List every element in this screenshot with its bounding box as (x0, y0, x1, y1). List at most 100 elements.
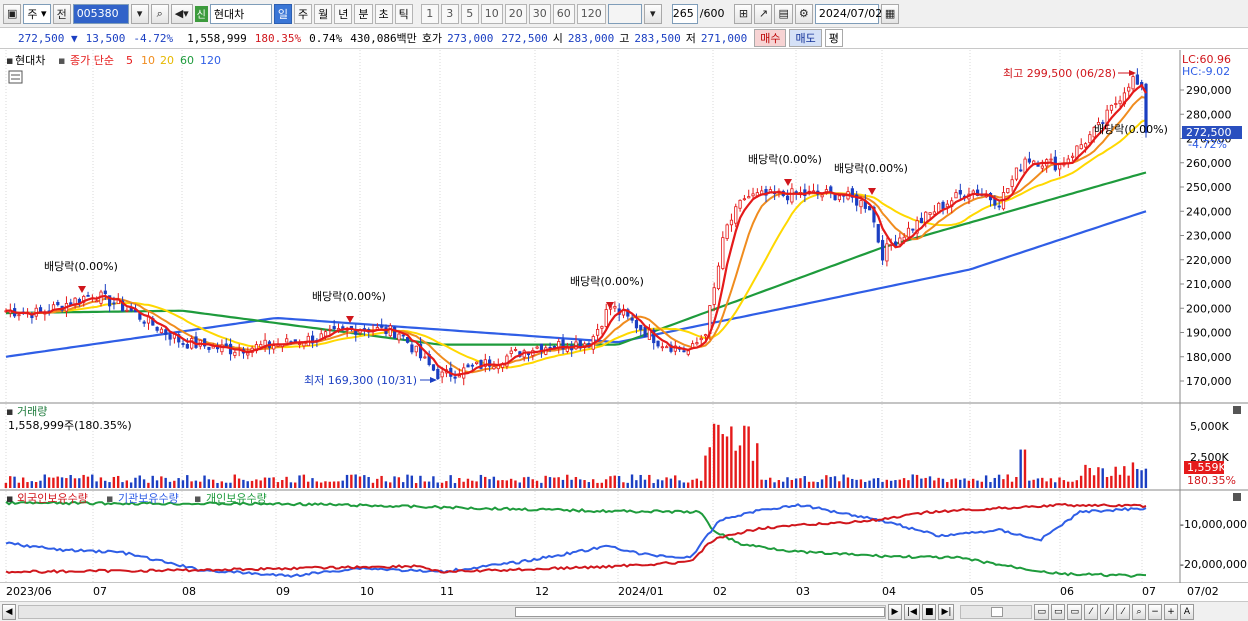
interval-5[interactable]: 5 (460, 3, 479, 24)
candle-body (405, 336, 410, 343)
zoom-thumb[interactable] (991, 606, 1004, 617)
volume-bar (937, 477, 940, 488)
volume-value: 1,558,999 (187, 31, 247, 45)
volume-bar (600, 482, 604, 488)
zoom-track[interactable] (960, 604, 1033, 619)
chart-area[interactable]: 290,000280,000270,000260,000250,000240,0… (0, 50, 1248, 601)
scroll-thumb[interactable] (515, 606, 885, 617)
volume-bar (147, 482, 150, 488)
scroll-track[interactable] (18, 604, 886, 619)
volume-panel-close-icon[interactable] (1233, 406, 1241, 414)
count-input[interactable]: 265 (671, 3, 698, 24)
period-month[interactable]: 월 (314, 3, 333, 24)
period-year[interactable]: 년 (334, 3, 353, 24)
first-icon[interactable]: |◀ (904, 603, 920, 620)
gear-icon[interactable]: ⚙ (794, 3, 813, 24)
tool-icon-6[interactable]: ⁄ (1116, 603, 1130, 620)
holdings-panel-handle[interactable]: ▪ (6, 492, 13, 505)
volume-bar (604, 479, 608, 488)
eval-button[interactable]: 평 (824, 29, 843, 47)
panel-handle-icon[interactable]: ▪ (6, 54, 13, 67)
x-tick-label: 09 (276, 585, 290, 598)
save-icon[interactable]: ▤ (774, 3, 793, 24)
scroll-right-icon[interactable]: ▶ (888, 603, 902, 620)
stop-icon[interactable]: ■ (921, 603, 937, 620)
draw-tool-icon[interactable]: ↗ (754, 3, 773, 24)
sound-icon[interactable]: ◀▾ (170, 3, 193, 24)
tool-icon-4[interactable]: ⁄ (1084, 603, 1098, 620)
interval-dropdown-icon[interactable]: ▾ (643, 3, 662, 24)
sell-button[interactable]: 매도 (789, 29, 822, 47)
tool-icon-3[interactable]: ▭ (1067, 603, 1082, 620)
tool-icon-1[interactable]: ▭ (1034, 603, 1049, 620)
magnifier-icon[interactable]: ⌕ (1132, 603, 1146, 620)
volume-bar (622, 482, 625, 488)
calendar-icon[interactable]: ▦ (880, 3, 900, 24)
period-tick[interactable]: 틱 (394, 3, 413, 24)
buy-button[interactable]: 매수 (754, 29, 787, 47)
volume-bar (1002, 479, 1005, 488)
layout-icon[interactable]: ▣ (3, 3, 22, 24)
candle-body (203, 338, 207, 347)
market-mode-select[interactable]: 주 ▾ (23, 3, 51, 24)
volume-panel-handle[interactable]: ▪ (6, 405, 13, 418)
candle-body (86, 294, 90, 297)
candle-body (492, 366, 496, 370)
interval-20[interactable]: 20 (504, 3, 527, 24)
calculator-icon[interactable] (8, 70, 23, 84)
volume-bar (466, 478, 470, 488)
volume-bar (579, 479, 582, 488)
auto-icon[interactable]: A (1180, 603, 1194, 620)
date-input[interactable]: 2024/07/02 (814, 3, 882, 24)
bottom-scroll-toolbar: ◀ ▶ |◀ ■ ▶| ▭ ▭ ▭ ⁄ ⁄ ⁄ ⌕ − + A (0, 601, 1248, 621)
volume-bar (492, 476, 496, 488)
tool-icon-5[interactable]: ⁄ (1100, 603, 1114, 620)
zoom-in-icon[interactable]: + (1164, 603, 1178, 620)
candle-body (561, 339, 565, 350)
period-week[interactable]: 주 (294, 3, 313, 24)
candle-body (423, 356, 427, 359)
prefix-button[interactable]: 전 (52, 3, 71, 24)
candle-body (665, 346, 669, 349)
search-icon[interactable]: ⌕ (150, 3, 169, 24)
x-tick-label: 2024/01 (618, 585, 664, 598)
zoom-out-icon[interactable]: − (1148, 603, 1162, 620)
stock-name-field[interactable]: 현대차 (209, 3, 272, 24)
volume-bar (859, 479, 863, 488)
stock-code-input[interactable]: 005380 (72, 3, 129, 24)
last-icon[interactable]: ▶| (938, 603, 955, 620)
interval-1[interactable]: 1 (420, 3, 439, 24)
volume-current-value: 1,559K (1187, 461, 1226, 474)
volume-bar (380, 475, 383, 488)
gridlines (5, 50, 1143, 583)
candle-body (1014, 167, 1019, 180)
stock-chart[interactable]: 290,000280,000270,000260,000250,000240,0… (0, 50, 1248, 601)
volume-bar (855, 479, 858, 488)
volume-bar (751, 460, 755, 488)
interval-30[interactable]: 30 (528, 3, 551, 24)
period-minute[interactable]: 분 (354, 3, 373, 24)
volume-bar (980, 481, 984, 488)
period-day[interactable]: 일 (273, 3, 292, 24)
interval-3[interactable]: 3 (440, 3, 459, 24)
candle-body (328, 328, 332, 331)
indicator-icon[interactable]: ⊞ (734, 3, 753, 24)
volume-bar (216, 482, 219, 488)
volume-bar (924, 477, 927, 488)
candle-body (634, 320, 639, 329)
holdings-panel-close-icon[interactable] (1233, 493, 1241, 501)
interval-120[interactable]: 120 (576, 3, 606, 24)
volume-bar (436, 482, 439, 488)
candle-body (876, 224, 880, 243)
candle-body (440, 371, 444, 378)
tool-icon-2[interactable]: ▭ (1050, 603, 1066, 620)
period-second[interactable]: 초 (374, 3, 393, 24)
scroll-left-icon[interactable]: ◀ (2, 603, 16, 620)
code-dropdown-icon[interactable]: ▾ (130, 3, 149, 24)
volume-bar (1041, 477, 1044, 488)
interval-60[interactable]: 60 (552, 3, 575, 24)
volume-bar (276, 482, 280, 488)
interval-10[interactable]: 10 (480, 3, 503, 24)
custom-interval-input[interactable] (607, 3, 642, 24)
volume-bar (915, 474, 919, 488)
